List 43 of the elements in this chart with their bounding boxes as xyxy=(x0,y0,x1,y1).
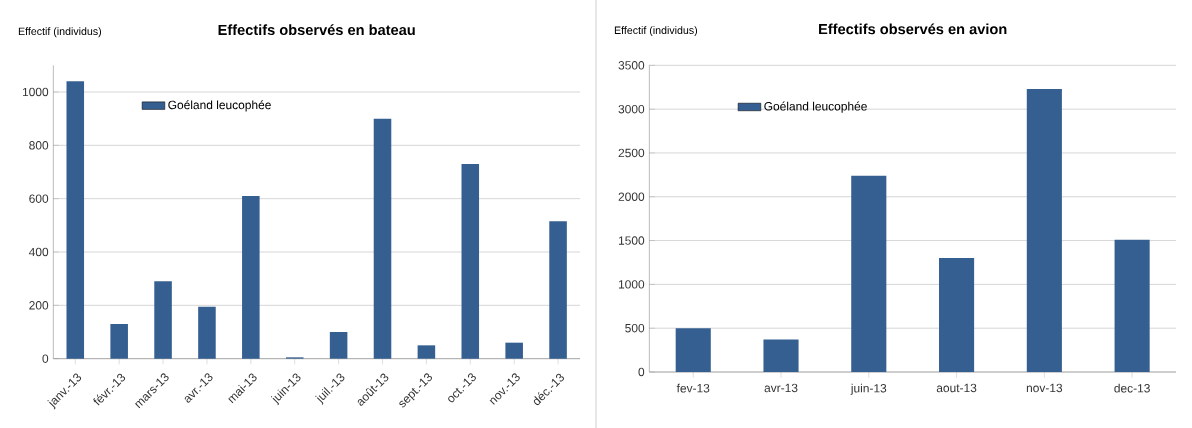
chart-title: Effectifs observés en avion xyxy=(819,23,1007,35)
x-tick-label: aout-13 xyxy=(936,383,977,393)
y-tick-label: 3500 xyxy=(618,61,645,70)
x-tick-label: dec-13 xyxy=(1114,383,1150,393)
y-axis-title: Effectif (individus) xyxy=(18,27,102,38)
bar xyxy=(675,328,711,372)
bar xyxy=(505,342,523,359)
y-tick-label: 400 xyxy=(28,247,49,257)
y-tick-label: 3000 xyxy=(618,104,645,114)
bar xyxy=(1114,239,1150,372)
bar xyxy=(66,81,85,359)
x-tick-label: avr-13 xyxy=(764,383,798,393)
bar xyxy=(851,175,887,372)
y-tick-label: 2000 xyxy=(618,192,645,201)
y-tick-label: 2500 xyxy=(618,148,645,158)
y-tick-label: 1000 xyxy=(22,87,49,97)
y-tick-label: 0 xyxy=(42,354,49,363)
bar xyxy=(110,324,128,359)
y-tick-label: 200 xyxy=(29,301,49,310)
bar xyxy=(154,281,172,359)
x-tick-label: fev-13 xyxy=(676,383,710,393)
bar xyxy=(763,339,799,372)
bar xyxy=(242,196,260,359)
y-axis-title: Effectif (individus) xyxy=(614,26,698,37)
y-tick-label: 800 xyxy=(29,141,49,150)
y-tick-label: 1000 xyxy=(618,280,645,289)
bar xyxy=(461,164,480,359)
y-tick-label: 1500 xyxy=(618,236,645,245)
bar xyxy=(549,221,567,359)
y-tick-label: 500 xyxy=(625,323,645,333)
y-tick-label: 600 xyxy=(29,194,49,203)
legend-label: Goéland leucophée xyxy=(168,100,271,112)
bar xyxy=(939,258,975,372)
bar xyxy=(329,332,348,359)
bar xyxy=(417,345,436,359)
bar xyxy=(373,118,392,359)
x-tick-label: juin-13 xyxy=(850,383,887,395)
y-tick-label: 0 xyxy=(638,367,645,377)
chart-title: Effectifs observés en bateau xyxy=(218,24,415,36)
bar xyxy=(1026,88,1062,372)
legend-label: Goéland leucophée xyxy=(764,101,867,113)
x-tick-label: nov-13 xyxy=(1026,383,1063,393)
bar xyxy=(198,306,216,359)
